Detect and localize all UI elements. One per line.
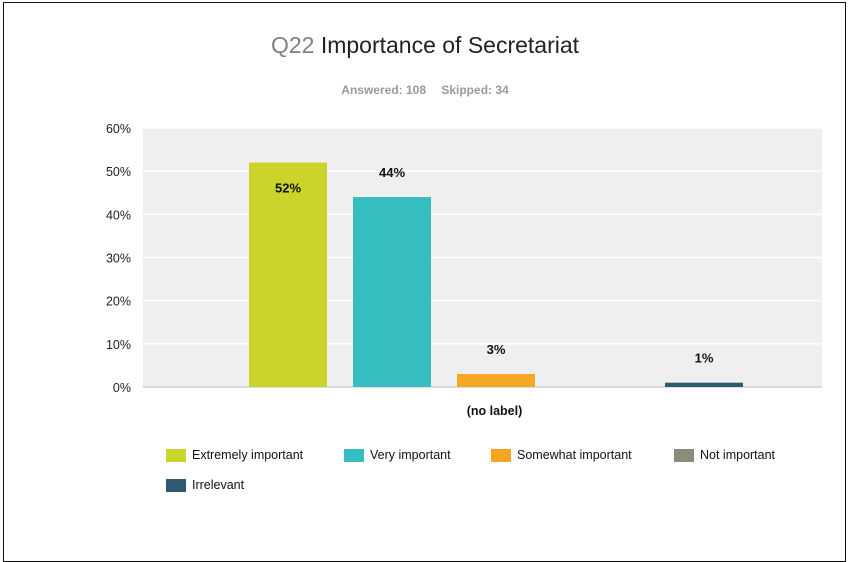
legend-label: Not important (700, 448, 776, 462)
legend-item: Irrelevant (166, 478, 244, 492)
y-tick-label: 10% (106, 338, 131, 352)
legend-item: Extremely important (166, 448, 303, 462)
response-stats: Answered: 108 Skipped: 34 (0, 83, 850, 97)
legend-item: Somewhat important (491, 448, 632, 462)
bar-chart: 0% 10% 20% 30% 40% 50% 60% 52% 44% 3% 1% (no label) (106, 122, 822, 418)
legend-item: Not important (674, 448, 775, 462)
chart-title: Q22 Importance of Secretariat (0, 32, 850, 59)
legend-swatch (674, 448, 694, 462)
y-tick-label: 50% (106, 165, 131, 179)
legend-label: Irrelevant (192, 478, 245, 492)
answered-count: Answered: 108 (341, 83, 426, 97)
bar-somewhat-important (457, 374, 535, 387)
y-tick-label: 0% (113, 381, 131, 395)
bar-irrelevant (665, 382, 743, 387)
bar-very-important (353, 197, 431, 387)
question-number: Q22 (270, 32, 315, 58)
question-title: Importance of Secretariat (320, 32, 580, 58)
legend-label: Somewhat important (517, 448, 632, 462)
x-category-label: (no label) (467, 404, 523, 418)
skipped-count: Skipped: 34 (441, 83, 509, 97)
legend-swatch (491, 448, 511, 462)
y-tick-label: 40% (106, 208, 131, 222)
bar-extremely-important (249, 162, 327, 387)
data-label: 52% (275, 181, 301, 196)
y-tick-label: 30% (106, 252, 131, 266)
legend-label: Very important (370, 448, 451, 462)
data-label: 44% (379, 165, 405, 180)
legend-label: Extremely important (192, 448, 304, 462)
legend-swatch (166, 448, 186, 462)
legend-swatch (166, 478, 186, 492)
y-tick-label: 20% (106, 295, 131, 309)
legend-item: Very important (344, 448, 451, 462)
data-label: 1% (695, 351, 714, 366)
legend-swatch (344, 448, 364, 462)
data-label: 3% (487, 342, 506, 357)
y-tick-label: 60% (106, 122, 131, 136)
